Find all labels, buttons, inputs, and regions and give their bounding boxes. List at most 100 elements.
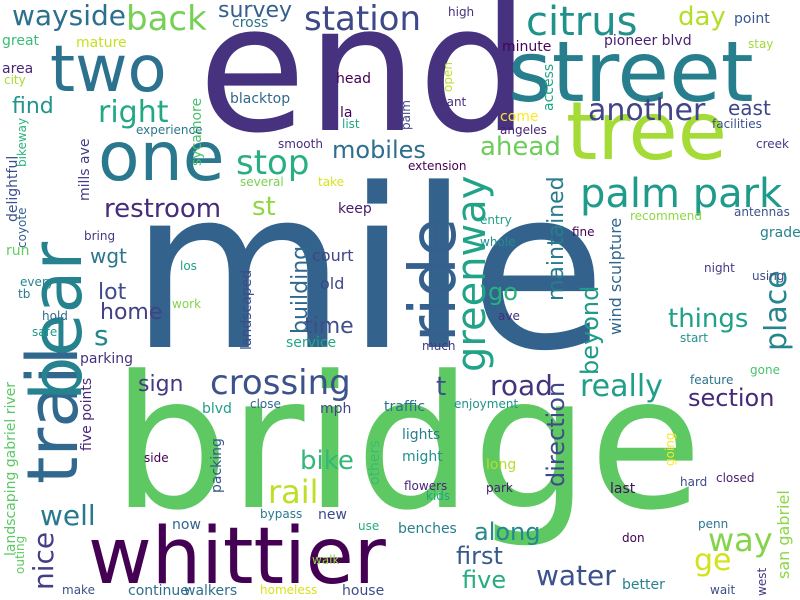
- word-make: make: [62, 583, 95, 597]
- word-better: better: [622, 577, 665, 593]
- word-keep: keep: [338, 201, 372, 217]
- word-sign: sign: [138, 372, 184, 397]
- word-gone: gone: [750, 363, 780, 377]
- word-great: great: [2, 33, 40, 49]
- word-west: west: [755, 567, 769, 596]
- word-lot: lot: [98, 280, 127, 305]
- word-every: every: [20, 275, 54, 289]
- word-hold: hold: [42, 309, 68, 323]
- word-enjoyment: enjoyment: [454, 397, 519, 411]
- word-entry: entry: [480, 213, 512, 227]
- word-san-gabriel: san gabriel: [774, 490, 793, 579]
- word-landscaped: landscaped: [239, 269, 255, 350]
- word-st: st: [252, 192, 276, 222]
- word-point: point: [734, 11, 770, 27]
- word-bypass: bypass: [260, 507, 303, 521]
- word-mile: mile: [130, 142, 607, 400]
- word-go: go: [488, 278, 518, 306]
- word-open: open: [441, 62, 455, 92]
- word-parking: parking: [80, 351, 133, 367]
- word-service: service: [286, 335, 337, 351]
- word-grade: grade: [760, 225, 800, 241]
- word-los: los: [180, 259, 197, 273]
- word-start: start: [680, 331, 708, 345]
- word-packing: packing: [209, 438, 225, 493]
- word-last: last: [610, 481, 636, 497]
- word-bridge: bridge: [112, 337, 703, 551]
- word-side: side: [144, 451, 169, 465]
- word-ahead: ahead: [480, 132, 561, 162]
- word-hard: hard: [680, 475, 708, 489]
- word-la: la: [340, 105, 353, 121]
- word-old: old: [320, 274, 345, 293]
- word-don: don: [622, 531, 645, 545]
- word-come: come: [500, 109, 539, 125]
- word-night: night: [704, 261, 735, 275]
- word-list: list: [342, 117, 360, 131]
- word-access: access: [541, 63, 557, 111]
- word-one: one: [98, 118, 225, 197]
- word-using: using: [752, 269, 785, 283]
- word-citrus: citrus: [526, 0, 638, 45]
- word-park: park: [486, 481, 513, 495]
- word-street: street: [508, 23, 754, 121]
- word-continue: continue: [128, 583, 189, 599]
- word-palm: palm: [399, 100, 413, 130]
- word-feature: feature: [690, 373, 734, 387]
- word-home: home: [100, 300, 163, 325]
- word-day: day: [678, 2, 726, 32]
- word-find: find: [12, 94, 54, 119]
- word-smooth: smooth: [278, 137, 323, 151]
- word-back: back: [126, 0, 207, 39]
- word-t: t: [436, 372, 447, 402]
- word-city: city: [4, 73, 26, 87]
- word-cant: cant: [440, 95, 467, 109]
- word-water: water: [536, 559, 616, 592]
- word-lights: lights: [402, 427, 441, 443]
- word-tb: tb: [18, 287, 31, 301]
- word-crossing: crossing: [210, 363, 351, 403]
- word-bike: bike: [300, 446, 354, 476]
- word-court: court: [312, 246, 354, 265]
- word-head: head: [336, 71, 371, 87]
- word-cross: cross: [232, 15, 269, 31]
- word-work: work: [172, 297, 202, 311]
- word-first: first: [456, 542, 503, 570]
- word-extension: extension: [408, 159, 467, 173]
- word-minute: minute: [502, 39, 552, 55]
- word-walkers: walkers: [184, 583, 238, 599]
- word-right: right: [98, 95, 169, 130]
- word-blvd: blvd: [202, 401, 232, 417]
- word-survey: survey: [218, 0, 293, 23]
- word-house: house: [342, 583, 385, 599]
- word-might: might: [402, 449, 443, 465]
- word-wait: wait: [710, 583, 736, 597]
- word-safe: safe: [32, 325, 58, 339]
- word-five-points: five points: [79, 377, 95, 451]
- word-nice: nice: [27, 531, 60, 590]
- word-angeles: angeles: [500, 123, 547, 137]
- word-building: building: [288, 245, 313, 334]
- word-high: high: [448, 5, 475, 19]
- word-another: another: [588, 93, 706, 128]
- word-long: long: [486, 457, 517, 473]
- word-whole: whole: [480, 235, 516, 249]
- word-maintained: maintained: [544, 176, 569, 301]
- word-take: take: [318, 175, 344, 189]
- word-rail: rail: [268, 473, 319, 511]
- word-things: things: [668, 304, 749, 334]
- word-much: much: [422, 339, 456, 353]
- word-greenway: greenway: [449, 175, 495, 372]
- word-end: end: [198, 0, 530, 172]
- word-recommend: recommend: [630, 209, 702, 223]
- word-well: well: [40, 499, 96, 532]
- word-new: new: [318, 507, 347, 523]
- word-east: east: [728, 96, 771, 120]
- word-going: going: [663, 432, 677, 466]
- word-two: two: [50, 33, 167, 107]
- word-antennas: antennas: [734, 205, 790, 219]
- word-whittier: whittier: [88, 512, 386, 600]
- word-s: s: [94, 319, 109, 352]
- word-benches: benches: [398, 521, 457, 537]
